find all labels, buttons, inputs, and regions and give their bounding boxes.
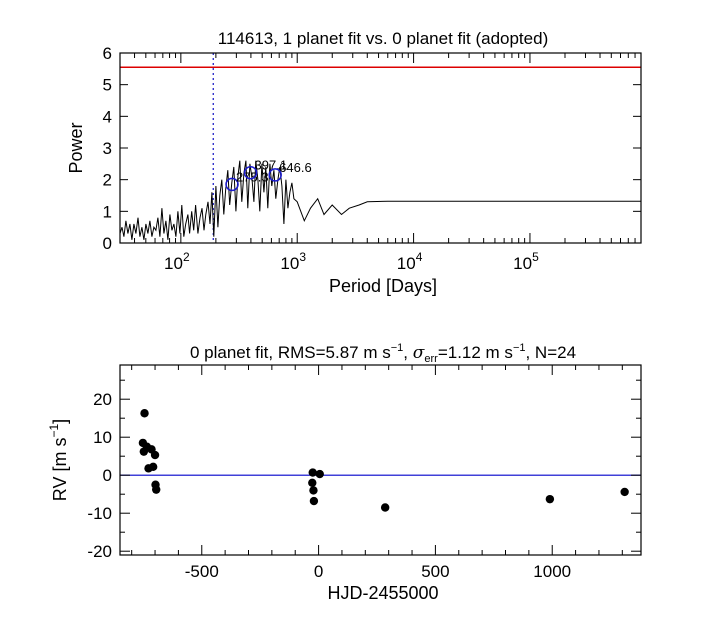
x-tick-label: 105 bbox=[513, 250, 539, 273]
rv-frame bbox=[119, 364, 642, 556]
y-tick-label: 4 bbox=[103, 107, 112, 126]
periodogram-series-line bbox=[119, 160, 641, 240]
y-tick-label: 2 bbox=[103, 171, 112, 190]
rv-data-point bbox=[545, 494, 555, 504]
y-tick-label: -20 bbox=[87, 542, 112, 561]
periodogram-title: 114613, 1 planet fit vs. 0 planet fit (a… bbox=[218, 29, 548, 48]
rv-data-point bbox=[309, 486, 318, 495]
rv-panel: 0 planet fit, RMS=5.87 m s−1, σerr=1.12 … bbox=[47, 342, 642, 603]
y-tick-label: 10 bbox=[93, 428, 112, 447]
rv-data-point bbox=[620, 487, 629, 497]
rv-data-point bbox=[148, 462, 158, 472]
x-tick-label: 0 bbox=[314, 562, 323, 581]
rv-data-point bbox=[380, 503, 390, 512]
y-tick-label: 5 bbox=[103, 76, 112, 95]
x-tick-label: 103 bbox=[280, 250, 306, 273]
rv-data-point bbox=[308, 478, 317, 487]
rv-data-point bbox=[150, 450, 160, 460]
peak-label: 646.6 bbox=[279, 160, 312, 175]
x-tick-label: 102 bbox=[164, 250, 190, 273]
x-tick-label: 1000 bbox=[533, 562, 571, 581]
rv-axes: -20 -10 0 10 20 -500 0 500 1000 bbox=[87, 365, 641, 581]
rv-y-axis-label: RV [m s−1] bbox=[47, 419, 70, 501]
x-tick-label: 104 bbox=[397, 250, 423, 273]
rv-title: 0 planet fit, RMS=5.87 m s−1, σerr=1.12 … bbox=[190, 342, 576, 365]
y-tick-label: 3 bbox=[103, 139, 112, 158]
rv-data-point bbox=[140, 409, 149, 418]
y-tick-label: 20 bbox=[93, 390, 112, 409]
periodogram-frame bbox=[119, 52, 642, 244]
rv-data-point bbox=[315, 469, 324, 479]
rv-x-axis-label: HJD-2455000 bbox=[327, 583, 438, 603]
y-tick-label: 6 bbox=[103, 44, 112, 63]
periodogram-axes: 0 1 2 3 4 5 6 102 103 104 105 bbox=[103, 44, 642, 273]
peak-marker bbox=[225, 177, 239, 192]
y-tick-label: 0 bbox=[103, 234, 112, 253]
rv-data-point bbox=[309, 496, 319, 506]
peak-marker bbox=[268, 168, 282, 182]
periodogram-panel: 114613, 1 planet fit vs. 0 planet fit (a… bbox=[66, 29, 642, 296]
x-tick-label: -500 bbox=[185, 562, 219, 581]
y-tick-label: 0 bbox=[103, 466, 112, 485]
rv-data-point bbox=[152, 485, 161, 494]
periodogram-y-axis-label: Power bbox=[66, 122, 86, 173]
y-tick-label: 1 bbox=[103, 202, 112, 221]
periodogram-x-axis-label: Period [Days] bbox=[329, 276, 437, 296]
rv-plot-area bbox=[120, 409, 641, 512]
peak-label: 397.1 bbox=[255, 158, 288, 173]
peak-marker bbox=[243, 165, 258, 180]
x-tick-label: 500 bbox=[421, 562, 449, 581]
y-tick-label: -10 bbox=[87, 504, 112, 523]
rv-data-point bbox=[308, 468, 317, 477]
